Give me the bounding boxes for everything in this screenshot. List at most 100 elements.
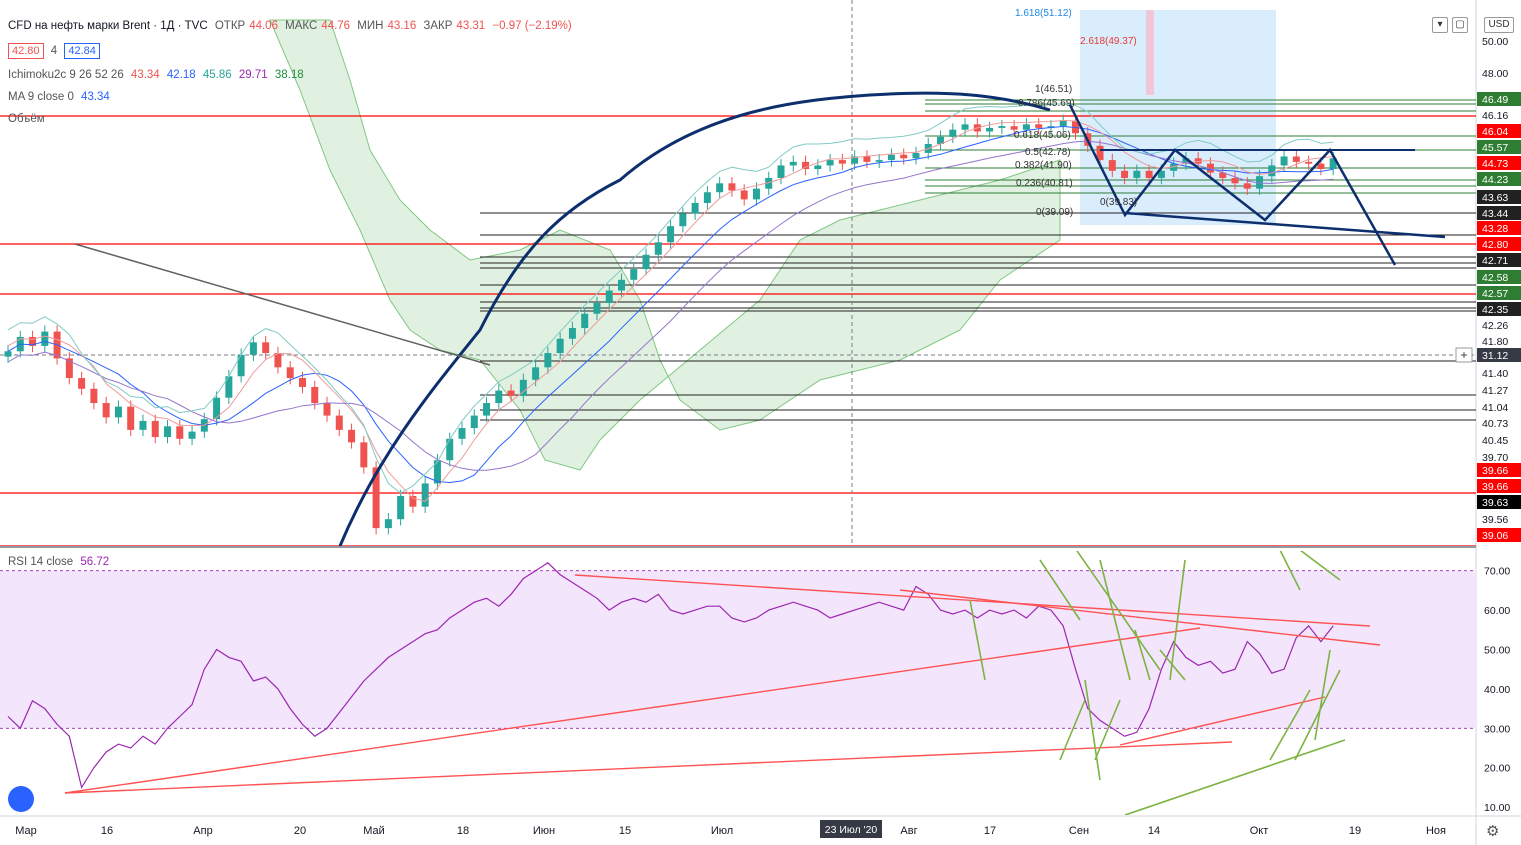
- candle-body: [752, 188, 760, 200]
- price-axis-label: 50.00: [1482, 36, 1508, 48]
- price-axis-label: 48.00: [1482, 68, 1508, 80]
- tradingview-logo-icon[interactable]: [8, 786, 34, 812]
- rsi-legend[interactable]: RSI 14 close 56.72: [8, 555, 113, 569]
- candle-body: [875, 160, 883, 162]
- candle-body: [225, 376, 233, 398]
- price-label-bg: [1477, 270, 1521, 284]
- price-label-bg: [1477, 348, 1521, 362]
- close-value: 43.31: [456, 20, 486, 32]
- candle-body: [323, 403, 331, 416]
- candle-body: [532, 367, 540, 380]
- candle-body: [740, 190, 748, 200]
- rsi-band: [0, 570, 1476, 729]
- rsi-sketch-line: [1134, 629, 1151, 681]
- zigzag-drawing: [1068, 104, 1397, 266]
- plus-icon: +: [1460, 348, 1467, 362]
- candle-body: [348, 429, 356, 443]
- ichimoku-legend[interactable]: Ichimoku2c 9 26 52 26 43.34 42.18 45.86 …: [8, 68, 308, 82]
- ichimoku-name: Ichimoku2c 9 26 52 26: [8, 69, 124, 81]
- candle-body: [1280, 156, 1288, 166]
- collapse-icon[interactable]: ▾: [1432, 17, 1448, 33]
- candle-body: [114, 406, 122, 418]
- candle-body: [838, 160, 846, 164]
- candle-body: [1206, 163, 1214, 173]
- candle-body: [335, 415, 343, 430]
- rsi-axis-label: 60.00: [1484, 605, 1510, 617]
- candle-body: [1243, 183, 1251, 189]
- price-axis-label: 31.12: [1482, 350, 1508, 362]
- rsi-sketch-line: [1279, 551, 1301, 591]
- candle-body: [409, 495, 417, 507]
- candle-body: [961, 124, 969, 130]
- candle-body: [593, 303, 601, 314]
- rsi-sketch-line: [1159, 649, 1186, 681]
- candle-body: [863, 156, 871, 162]
- rsi-axis-label: 20.00: [1484, 763, 1510, 775]
- time-axis-label: 17: [984, 825, 996, 837]
- open-label: ОТКР: [214, 20, 246, 32]
- candle-body: [544, 353, 552, 368]
- rsi-line: [7, 562, 1334, 789]
- candle-body: [679, 213, 687, 227]
- candle-body: [1329, 158, 1337, 170]
- ichimoku-cloud: [269, 19, 1061, 471]
- candle-body: [458, 428, 466, 439]
- wedge-lower-line: [1124, 211, 1446, 239]
- candle-body: [1133, 170, 1141, 178]
- symbol-title[interactable]: CFD на нефть марки Brent · 1Д · TVC: [8, 20, 208, 32]
- rsi-sketch-line: [1314, 649, 1331, 741]
- add-alert-button: [1455, 347, 1473, 363]
- ma-legend[interactable]: MA 9 close 0 43.34: [8, 90, 114, 104]
- candle-body: [887, 154, 895, 161]
- candle-body: [421, 483, 429, 507]
- rsi-sketch-line: [1269, 689, 1311, 761]
- settings-gear-icon[interactable]: ⚙: [1486, 823, 1500, 840]
- ask-button[interactable]: 42.84: [64, 43, 100, 59]
- candle-body: [1219, 172, 1227, 178]
- price-label-bg: [1477, 92, 1521, 106]
- maximize-icon[interactable]: ▢: [1452, 17, 1468, 33]
- price-axis-label: 42.71: [1482, 255, 1508, 267]
- time-axis-label: 16: [101, 825, 113, 837]
- price-label-bg: [1477, 528, 1521, 542]
- fib-label: 0.236(40.81): [1016, 178, 1073, 189]
- price-axis-label: 40.45: [1482, 435, 1508, 447]
- ichimoku-value-1: 43.34: [130, 69, 160, 81]
- candle-body: [237, 354, 245, 377]
- time-axis-label: Июл: [711, 825, 733, 837]
- candle-body: [519, 379, 527, 396]
- candle-body: [311, 386, 319, 404]
- high-label: МАКС: [285, 20, 318, 32]
- volume-legend[interactable]: Объём: [8, 112, 49, 126]
- price-label-bg: [1477, 221, 1521, 235]
- currency-button[interactable]: USD: [1484, 17, 1514, 33]
- rsi-axis-label: 30.00: [1484, 723, 1510, 735]
- candle-body: [1010, 126, 1018, 130]
- price-axis-label: 44.73: [1482, 158, 1508, 170]
- price-axis-label: 39.63: [1482, 497, 1508, 509]
- ma-name: MA 9 close 0: [8, 91, 74, 103]
- price-axis-label: 43.28: [1482, 223, 1508, 235]
- low-label: МИН: [357, 20, 384, 32]
- candle-body: [29, 336, 37, 346]
- price-axis-label: 42.26: [1482, 320, 1508, 332]
- time-axis-label: Ноя: [1426, 825, 1446, 837]
- candle-body: [568, 328, 576, 339]
- bid-button[interactable]: 42.80: [8, 43, 44, 59]
- candle-body: [556, 338, 564, 354]
- price-label-bg: [1477, 286, 1521, 300]
- price-axis-label: 44.23: [1482, 174, 1508, 186]
- fib-label: 1(46.51): [1035, 84, 1072, 95]
- rsi-sketch-line: [1039, 559, 1081, 621]
- candle-body: [372, 467, 380, 529]
- price-axis-label: 39.66: [1482, 465, 1508, 477]
- candle-body: [188, 431, 196, 439]
- price-label-bg: [1477, 156, 1521, 170]
- candle-body: [728, 183, 736, 191]
- candle-body: [470, 415, 478, 429]
- candle-body: [360, 442, 368, 468]
- price-axis-label: 42.57: [1482, 288, 1508, 300]
- candle-body: [433, 460, 441, 484]
- candle-body: [703, 192, 711, 203]
